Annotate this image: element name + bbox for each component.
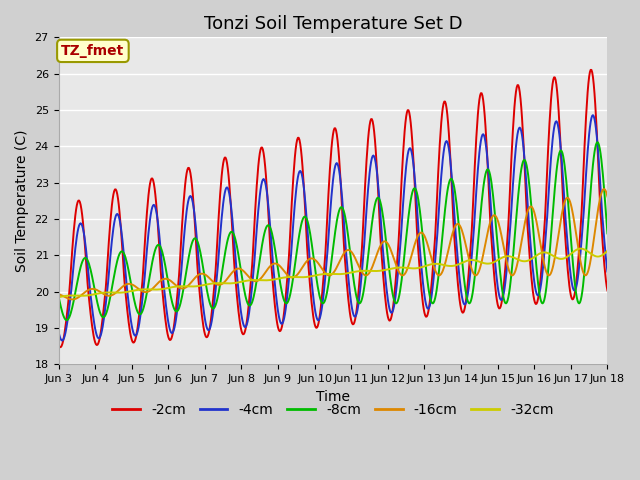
X-axis label: Time: Time (316, 390, 350, 404)
-32cm (199, 282, 207, 288)
-8cm (200, 266, 207, 272)
Title: Tonzi Soil Temperature Set D: Tonzi Soil Temperature Set D (204, 15, 462, 33)
-16cm (600, 186, 607, 192)
-4cm (325, 224, 333, 229)
-8cm (176, 303, 184, 309)
-32cm (54, 294, 62, 300)
-16cm (379, 240, 387, 245)
-32cm (432, 261, 440, 267)
-8cm (54, 293, 62, 299)
Line: -2cm: -2cm (58, 70, 607, 347)
-4cm (604, 269, 611, 275)
-2cm (433, 202, 440, 208)
-2cm (176, 262, 184, 267)
Text: TZ_fmet: TZ_fmet (61, 44, 125, 58)
-2cm (54, 342, 62, 348)
-4cm (554, 122, 562, 128)
-4cm (176, 285, 184, 290)
-16cm (200, 271, 207, 277)
-4cm (54, 328, 62, 334)
-16cm (554, 236, 562, 241)
-16cm (604, 193, 611, 199)
-4cm (379, 242, 387, 248)
-2cm (554, 97, 562, 103)
-8cm (594, 139, 602, 145)
-8cm (554, 157, 562, 163)
-32cm (604, 248, 611, 254)
-2cm (604, 288, 611, 293)
-2cm (379, 264, 387, 270)
-32cm (577, 246, 584, 252)
Legend: -2cm, -4cm, -8cm, -16cm, -32cm: -2cm, -4cm, -8cm, -16cm, -32cm (107, 398, 559, 423)
Line: -4cm: -4cm (58, 115, 607, 340)
-4cm (200, 305, 207, 311)
-2cm (325, 179, 333, 184)
-2cm (56, 344, 64, 350)
Y-axis label: Soil Temperature (C): Soil Temperature (C) (15, 130, 29, 272)
-32cm (175, 283, 183, 289)
-32cm (554, 255, 561, 261)
-32cm (378, 268, 386, 274)
-16cm (433, 271, 440, 276)
-8cm (325, 276, 333, 282)
-2cm (587, 67, 595, 73)
-16cm (68, 297, 76, 302)
Line: -16cm: -16cm (58, 189, 607, 300)
-4cm (433, 240, 440, 246)
-16cm (325, 273, 333, 278)
-8cm (604, 230, 611, 236)
-4cm (58, 337, 66, 343)
-8cm (379, 210, 387, 216)
-16cm (176, 285, 184, 291)
-8cm (433, 287, 440, 293)
-8cm (63, 317, 71, 323)
Line: -32cm: -32cm (58, 249, 607, 297)
-16cm (54, 291, 62, 297)
-2cm (200, 324, 207, 329)
-4cm (589, 112, 596, 118)
-32cm (324, 271, 332, 277)
Line: -8cm: -8cm (58, 142, 607, 320)
